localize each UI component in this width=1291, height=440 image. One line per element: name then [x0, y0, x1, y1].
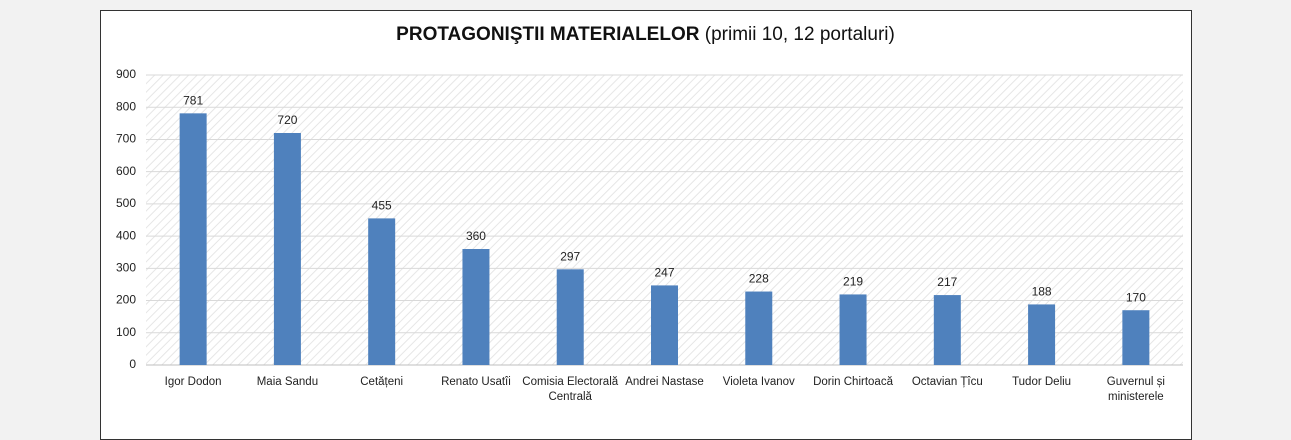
data-label: 360: [466, 229, 486, 243]
data-label: 217: [937, 275, 957, 289]
data-label: 170: [1126, 290, 1146, 304]
data-label: 781: [183, 94, 203, 108]
data-label: 247: [654, 266, 674, 280]
x-tick-label: Dorin Chirtoacă: [813, 376, 893, 388]
bar: [179, 113, 207, 365]
chart-title: PROTAGONIŞTII MATERIALELOR: [396, 24, 700, 45]
x-tick-label: Violeta Ivanov: [722, 376, 795, 388]
x-tick-label: Renato Usatîi: [441, 376, 511, 388]
x-tick-label: Maia Sandu: [256, 376, 319, 388]
bar: [556, 269, 584, 365]
y-tick-label: 400: [116, 228, 136, 242]
chart-title-block: PROTAGONIŞTII MATERIALELOR (primii 10, 1…: [0, 24, 1291, 46]
x-tick-label: Igor Dodon: [164, 376, 222, 388]
data-label: 219: [843, 275, 863, 289]
bar: [933, 295, 961, 365]
x-tick-label: Octavian Țîcu: [911, 376, 983, 388]
y-tick-label: 0: [129, 357, 136, 371]
bar: [745, 291, 773, 365]
bar: [651, 285, 678, 365]
data-label: 228: [749, 272, 769, 286]
data-label: 720: [277, 113, 297, 127]
x-tick-label: Guvernul și ministerele: [1106, 376, 1165, 403]
bar: [273, 133, 301, 365]
y-tick-label: 200: [116, 293, 136, 307]
y-tick-label: 300: [116, 261, 136, 275]
x-tick-label: Cetățeni: [360, 376, 404, 388]
y-tick-label: 600: [116, 164, 136, 178]
chart-subtitle: (primii 10, 12 portaluri): [704, 24, 895, 45]
bar: [1028, 304, 1056, 365]
data-label: 455: [372, 199, 392, 213]
y-tick-label: 800: [116, 99, 136, 113]
y-tick-label: 500: [116, 196, 136, 210]
data-label: 188: [1032, 285, 1052, 299]
bar: [368, 218, 396, 365]
data-label: 297: [560, 249, 580, 263]
bar: [462, 249, 490, 365]
x-tick-label: Tudor Deliu: [1012, 376, 1072, 388]
bar: [839, 294, 867, 365]
x-tick-label: Andrei Nastase: [625, 376, 704, 388]
y-tick-label: 100: [116, 325, 136, 339]
y-tick-label: 900: [116, 67, 136, 81]
bar: [1122, 310, 1150, 365]
x-tick-label: Comisia Electorală Centrală: [522, 376, 619, 403]
y-tick-label: 700: [116, 132, 136, 146]
